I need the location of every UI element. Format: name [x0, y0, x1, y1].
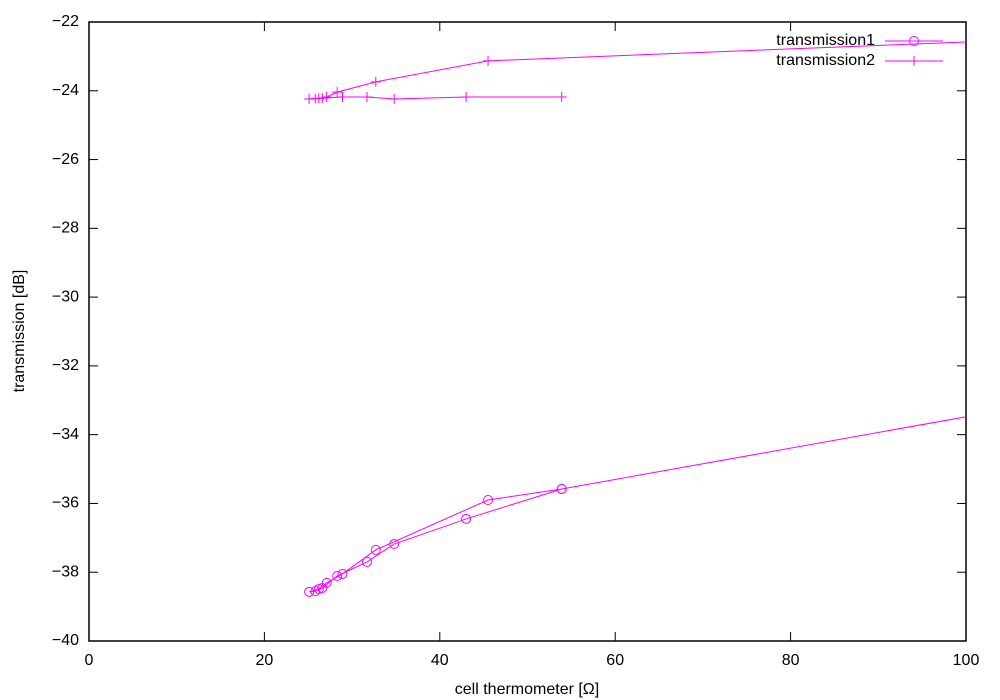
legend-label: transmission2 — [776, 52, 875, 69]
y-axis-label: transmission [dB] — [11, 270, 28, 393]
legend-label: transmission1 — [776, 32, 875, 49]
marker — [370, 544, 381, 555]
legend-marker — [909, 56, 919, 66]
marker — [556, 484, 567, 495]
marker — [461, 513, 472, 524]
marker — [310, 586, 321, 597]
marker — [317, 583, 328, 594]
y-tick-label: −40 — [52, 632, 79, 649]
marker — [304, 94, 315, 105]
plot-frame — [88, 21, 967, 642]
y-tick-label: −34 — [52, 426, 79, 443]
marker — [337, 91, 348, 102]
y-tick-label: −28 — [52, 220, 79, 237]
marker — [362, 91, 373, 102]
x-axis-label: cell thermometer [Ω] — [455, 681, 599, 698]
y-tick-label: −24 — [52, 82, 79, 99]
marker — [332, 571, 343, 582]
y-tick-label: −36 — [52, 495, 79, 512]
x-tick-label: 20 — [256, 652, 274, 669]
y-tick-label: −30 — [52, 288, 79, 305]
series-line — [308, 416, 966, 593]
y-tick-label: −22 — [52, 13, 79, 30]
series-line — [309, 41, 966, 100]
marker — [304, 586, 315, 597]
marker — [483, 495, 494, 506]
y-tick-label: −38 — [52, 563, 79, 580]
marker — [362, 556, 373, 567]
marker — [332, 87, 343, 98]
x-tick-label: 40 — [431, 652, 449, 669]
x-tick-label: 60 — [606, 652, 624, 669]
marker — [321, 91, 332, 102]
y-tick-label: −32 — [52, 357, 79, 374]
x-tick-label: 100 — [953, 652, 980, 669]
marker — [461, 91, 472, 102]
marker — [556, 91, 567, 102]
marker — [389, 94, 400, 105]
marker — [337, 568, 348, 579]
y-tick-label: −26 — [52, 151, 79, 168]
marker — [370, 76, 381, 87]
plot-area — [304, 41, 966, 597]
legend-marker — [909, 36, 919, 46]
marker — [483, 55, 494, 66]
marker — [389, 539, 400, 550]
x-tick-label: 80 — [782, 652, 800, 669]
x-tick-label: 0 — [85, 652, 94, 669]
